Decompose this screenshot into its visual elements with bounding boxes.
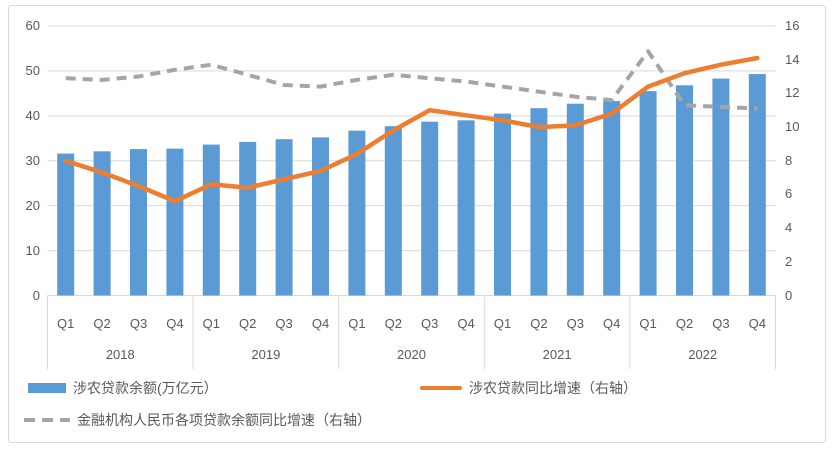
quarter-label: Q4 [603,316,621,331]
line-series [63,55,760,204]
bar [312,137,329,296]
quarter-label: Q1 [493,316,512,331]
bar [676,85,693,296]
quarter-label: Q1 [639,316,657,331]
right-axis-tick: 4 [785,220,793,236]
left-axis-tick: 50 [25,62,40,78]
dashed-line-series [65,49,758,111]
year-label: 2018 [105,347,135,362]
year-label: 2021 [542,347,572,362]
bar [348,130,366,296]
bar [93,151,111,296]
left-axis-tick: 0 [32,287,40,303]
quarter-label: Q3 [421,316,439,331]
bar [130,149,147,296]
year-label: 2022 [688,347,718,362]
legend-label-dashed-line-series: 金融机构人民币各项贷款余额同比增速（右轴） [77,412,371,428]
bar [457,120,475,296]
line-series-swatch-icon [420,386,462,390]
bar [384,126,402,296]
quarter-label: Q2 [675,316,694,331]
legend-label-bar-series: 涉农贷款余额(万亿元） [73,380,218,396]
right-axis-tick: 10 [785,119,800,135]
dashed-line-series-swatch-icon [24,418,70,422]
right-axis-tick: 14 [785,51,800,67]
quarter-label: Q3 [566,316,584,331]
quarter-label: Q4 [457,316,475,331]
quarter-label: Q3 [275,316,293,331]
right-axis-tick: 12 [785,85,800,101]
quarter-label: Q4 [748,316,766,331]
bar-series-swatch-icon [28,383,66,393]
right-axis-tick: 16 [785,18,800,33]
quarter-label: Q4 [311,316,330,331]
bar [421,121,439,296]
left-axis-tick: 20 [25,197,40,213]
left-axis-tick: 10 [25,242,40,258]
left-axis-tick: 30 [25,152,40,168]
quarter-label: Q3 [129,316,148,331]
bar [748,74,766,296]
quarter-label: Q3 [712,316,730,331]
bar [57,153,75,296]
right-axis-tick: 2 [785,253,793,269]
bar [494,113,511,296]
legend-item-dashed-line-series: 金融机构人民币各项贷款余额同比增速（右轴） [24,411,371,429]
quarter-label: Q2 [239,316,257,331]
right-axis-tick: 0 [785,287,793,303]
bar [275,139,293,296]
bar [603,101,621,296]
quarter-label: Q1 [202,316,220,331]
quarter-label: Q2 [384,316,402,331]
right-axis-tick: 8 [785,152,793,168]
legend-item-bar-series: 涉农贷款余额(万亿元） [28,379,218,397]
year-label: 2020 [397,347,426,362]
bar [239,141,257,296]
left-axis-tick: 40 [25,107,40,123]
bar [566,103,584,296]
year-label: 2019 [251,347,281,362]
bar [639,91,657,296]
quarter-label: Q2 [530,316,548,331]
legend-label-orange-line-series: 涉农贷款同比增速（右轴） [469,380,637,396]
quarter-label: Q1 [57,316,75,331]
bar [712,78,730,296]
quarter-label: Q2 [93,316,111,331]
left-axis-tick: 60 [25,18,40,33]
bar [202,144,220,296]
bar [530,108,548,296]
legend-item-orange-line-series: 涉农贷款同比增速（右轴） [420,379,637,397]
bar [166,148,184,296]
quarter-label: Q4 [166,316,184,331]
quarter-label: Q1 [348,316,366,331]
right-axis-tick: 6 [785,186,793,202]
